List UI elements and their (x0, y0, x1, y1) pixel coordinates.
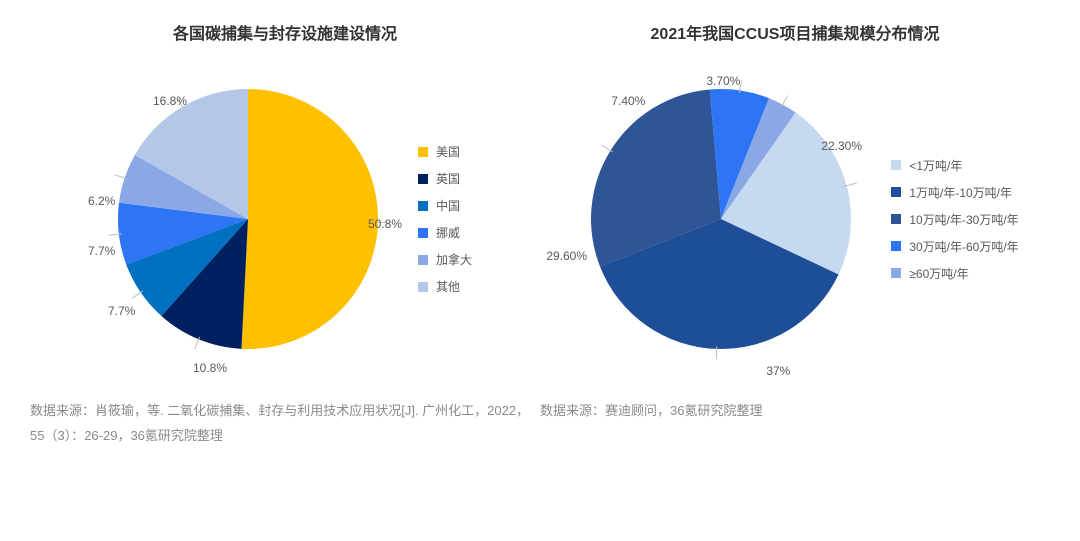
slice-label: 6.2% (88, 194, 115, 208)
legend-swatch (418, 147, 428, 157)
chart-title-left: 各国碳捕集与封存设施建设情况 (30, 20, 540, 44)
legend-swatch (418, 228, 428, 238)
legend-swatch (891, 187, 901, 197)
legend-item: 中国 (418, 197, 472, 214)
slice-label: 7.7% (108, 304, 135, 318)
legend-label: 挪威 (436, 224, 460, 241)
legend-item: ≥60万吨/年 (891, 265, 1018, 282)
chart-panel-left: 各国碳捕集与封存设施建设情况 50.8%10.8%7.7%7.7%6.2%16.… (30, 20, 540, 369)
leader-line (782, 95, 788, 106)
legend-swatch (418, 201, 428, 211)
legend-label: <1万吨/年 (909, 157, 962, 174)
legend-swatch (418, 255, 428, 265)
chart-body-right: 22.30%37%29.60%7.40%3.70% <1万吨/年1万吨/年-10… (540, 69, 1050, 369)
slice-label: 16.8% (153, 94, 187, 108)
legend-item: 挪威 (418, 224, 472, 241)
legend-item: 10万吨/年-30万吨/年 (891, 211, 1018, 228)
legend-item: 其他 (418, 278, 472, 295)
legend-item: 加拿大 (418, 251, 472, 268)
leader-line (195, 337, 200, 349)
chart-body-left: 50.8%10.8%7.7%7.7%6.2%16.8% 美国英国中国挪威加拿大其… (30, 69, 540, 369)
pie-left: 50.8%10.8%7.7%7.7%6.2%16.8% (98, 69, 398, 369)
pie-svg (571, 69, 871, 369)
source-left: 数据来源：肖筱瑜，等. 二氧化碳捕集、封存与利用技术应用状况[J]. 广州化工，… (30, 399, 540, 448)
slice-label: 7.40% (611, 94, 645, 108)
slice-label: 10.8% (193, 361, 227, 375)
legend-item: 1万吨/年-10万吨/年 (891, 184, 1018, 201)
legend-swatch (891, 160, 901, 170)
slice-label: 22.30% (821, 139, 862, 153)
legend-left: 美国英国中国挪威加拿大其他 (418, 143, 472, 295)
legend-right: <1万吨/年 1万吨/年-10万吨/年 10万吨/年-30万吨/年 30万吨/年-60… (891, 157, 1018, 282)
legend-label: 30万吨/年-60万吨/年 (909, 238, 1018, 255)
legend-item: 美国 (418, 143, 472, 160)
legend-label: 加拿大 (436, 251, 472, 268)
legend-label: 1万吨/年-10万吨/年 (909, 184, 1012, 201)
sources-row: 数据来源：肖筱瑜，等. 二氧化碳捕集、封存与利用技术应用状况[J]. 广州化工，… (30, 399, 1050, 448)
chart-title-right: 2021年我国CCUS项目捕集规模分布情况 (540, 20, 1050, 44)
leader-line (132, 291, 143, 298)
legend-label: 美国 (436, 143, 460, 160)
slice-label: 3.70% (706, 74, 740, 88)
slice-label: 37% (766, 364, 790, 378)
legend-label: 其他 (436, 278, 460, 295)
legend-item: <1万吨/年 (891, 157, 1018, 174)
legend-label: 中国 (436, 197, 460, 214)
source-right: 数据来源：赛迪顾问，36氪研究院整理 (540, 399, 1050, 448)
legend-label: 10万吨/年-30万吨/年 (909, 211, 1018, 228)
legend-item: 30万吨/年-60万吨/年 (891, 238, 1018, 255)
legend-swatch (891, 241, 901, 251)
slice-label: 29.60% (546, 249, 587, 263)
legend-swatch (418, 174, 428, 184)
legend-label: 英国 (436, 170, 460, 187)
pie-slice (241, 89, 378, 349)
legend-swatch (891, 214, 901, 224)
pie-right: 22.30%37%29.60%7.40%3.70% (571, 69, 871, 369)
slice-label: 50.8% (368, 217, 402, 231)
pie-svg (98, 69, 398, 369)
chart-panel-right: 2021年我国CCUS项目捕集规模分布情况 22.30%37%29.60%7.4… (540, 20, 1050, 369)
legend-item: 英国 (418, 170, 472, 187)
leader-line (602, 145, 613, 152)
legend-swatch (891, 268, 901, 278)
slice-label: 7.7% (88, 244, 115, 258)
legend-swatch (418, 282, 428, 292)
legend-label: ≥60万吨/年 (909, 265, 968, 282)
charts-row: 各国碳捕集与封存设施建设情况 50.8%10.8%7.7%7.7%6.2%16.… (30, 20, 1050, 369)
